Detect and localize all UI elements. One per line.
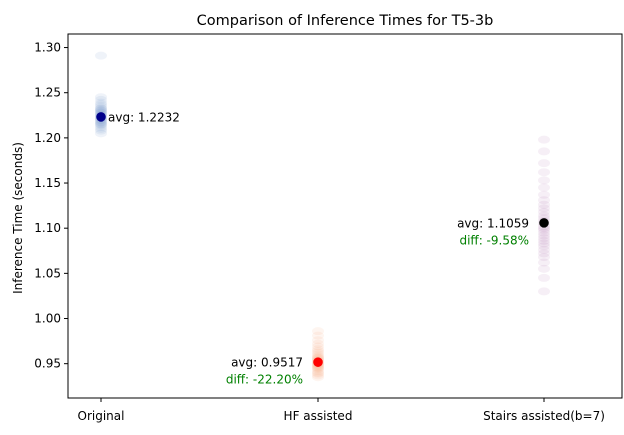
avg-label: avg: 1.1059 [457,216,529,230]
sample-point [95,51,107,60]
sample-point [95,105,107,114]
avg-label: avg: 0.9517 [231,356,303,370]
y-tick-label: 1.00 [34,312,61,326]
annotations: avg: 1.2232 avg: 0.9517 diff: -22.20% avg: … [108,110,529,386]
sample-point [95,100,107,109]
sample-point [95,120,107,129]
sample-point [95,95,107,104]
x-tick-label: HF assisted [284,409,353,423]
sample-point [312,364,324,373]
mean-point [96,112,106,122]
sample-point [538,253,550,262]
sample-point [538,258,550,267]
avg-label: avg: 1.2232 [108,110,180,124]
sample-point [312,371,324,380]
y-axis-ticks: 0.95 1.00 1.05 1.10 1.15 1.20 1.25 1.30 [34,41,68,371]
sample-point [312,365,324,374]
sample-point [538,242,550,251]
sample-point [95,123,107,132]
mean-point [313,357,323,367]
sample-point [538,264,550,273]
sample-point [95,102,107,111]
sample-point [538,176,550,185]
y-tick-label: 1.10 [34,221,61,235]
sample-point [312,369,324,378]
sample-point [312,331,324,340]
sample-point [95,124,107,133]
y-tick-label: 1.15 [34,176,61,190]
sample-point [538,183,550,192]
sample-point [312,373,324,382]
sample-point [312,368,324,377]
sample-point [538,211,550,220]
sample-point [538,234,550,243]
sample-point [538,207,550,216]
sample-point [538,228,550,237]
sample-point [538,190,550,199]
y-tick-label: 1.30 [34,41,61,55]
sample-point [538,287,550,296]
y-tick-label: 1.05 [34,266,61,280]
sample-point [95,129,107,138]
sample-point [538,196,550,205]
sample-point [95,119,107,128]
chart-title: Comparison of Inference Times for T5-3b [197,13,494,29]
sample-point [538,239,550,248]
mean-markers [96,112,549,367]
sample-point [95,98,107,107]
sample-point [538,204,550,213]
sample-point [538,245,550,254]
sample-point [95,104,107,113]
sample-point [538,226,550,234]
sample-point [312,345,324,354]
sample-point [538,135,550,144]
sample-point [312,348,324,357]
sample-point [95,104,107,113]
x-tick-label: Original [78,409,125,423]
sample-point [312,342,324,351]
sample-point [538,249,550,258]
sample-point [538,147,550,156]
diff-label: diff: -9.58% [459,233,529,247]
x-tick-label: Stairs assisted(b=7) [483,409,605,423]
sample-point [95,106,107,115]
sample-point [95,93,107,102]
sample-point [312,366,324,375]
y-axis-label: Inference Time (seconds) [11,142,25,294]
plot-frame [67,33,623,399]
y-tick-label: 0.95 [34,357,61,371]
sample-point [95,121,107,130]
sample-point [312,347,324,356]
x-axis-ticks: Original HF assisted Stairs assisted(b=7) [78,398,605,423]
sample-point [312,336,324,345]
mean-point [539,218,549,228]
sample-point [95,126,107,135]
sample-point [538,231,550,240]
sample-point [538,236,550,245]
sample-point [312,339,324,348]
y-tick-label: 1.20 [34,131,61,145]
sample-point [538,168,550,177]
sample-point [312,327,324,336]
sample-point [538,200,550,209]
diff-label: diff: -22.20% [226,373,303,387]
sample-point [538,273,550,282]
sample-point [312,350,324,359]
sample-point [538,159,550,168]
y-tick-label: 1.25 [34,86,61,100]
